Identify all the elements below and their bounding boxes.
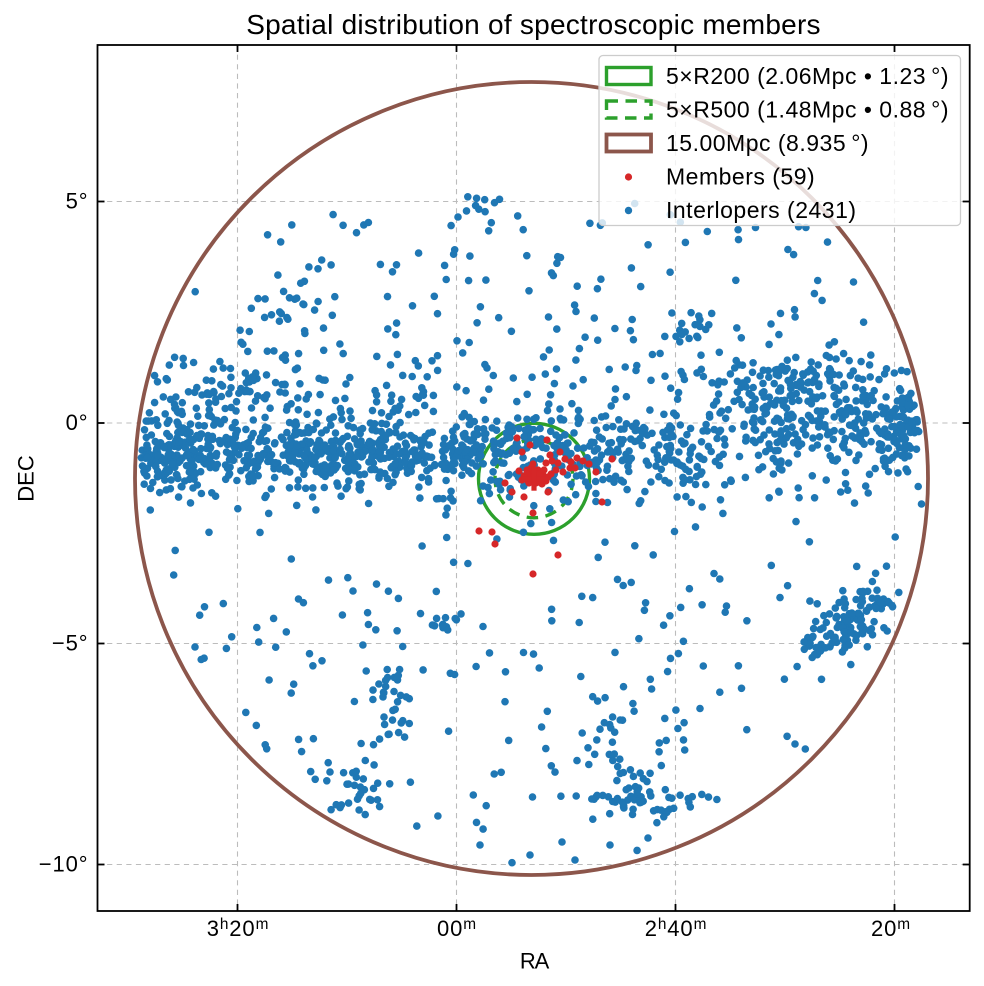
- svg-text:Interlopers (2431): Interlopers (2431): [666, 197, 857, 223]
- svg-text:5×R200 (2.06Mpc • 1.23 °): 5×R200 (2.06Mpc • 1.23 °): [666, 63, 949, 89]
- svg-text:15.00Mpc (8.935 °): 15.00Mpc (8.935 °): [666, 130, 869, 156]
- svg-text:RA: RA: [520, 949, 550, 974]
- svg-text:−5°: −5°: [52, 631, 89, 656]
- svg-text:0°: 0°: [66, 410, 89, 435]
- svg-text:−10°: −10°: [39, 852, 89, 877]
- svg-text:5×R500 (1.48Mpc • 0.88 °): 5×R500 (1.48Mpc • 0.88 °): [666, 97, 949, 123]
- svg-text:00m: 00m: [437, 916, 477, 941]
- svg-text:Members (59): Members (59): [666, 164, 815, 190]
- svg-text:DEC: DEC: [14, 455, 39, 502]
- svg-text:Spatial distribution of spectr: Spatial distribution of spectroscopic me…: [246, 9, 821, 40]
- svg-text:5°: 5°: [66, 189, 89, 214]
